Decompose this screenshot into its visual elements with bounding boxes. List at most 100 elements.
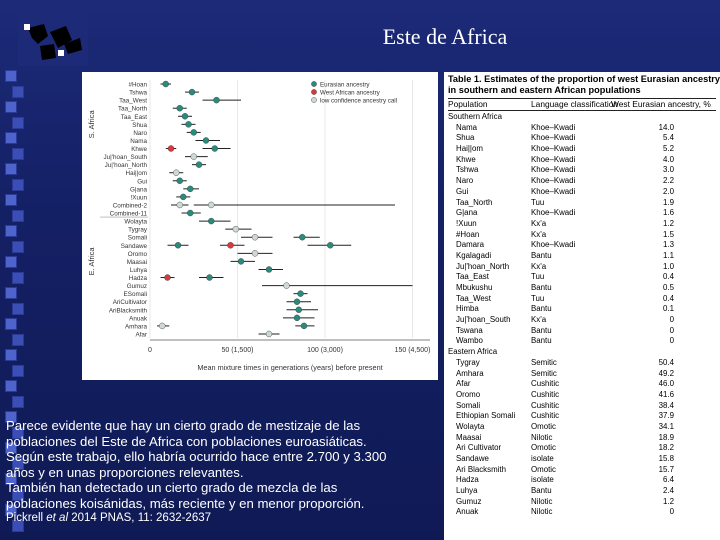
table-cell-ancestry: 3.0 (663, 165, 674, 175)
eurasian-point (327, 242, 334, 249)
slide-title: Este de Africa (382, 24, 508, 49)
table-row: Taa_North Tuu 1.9 (448, 198, 716, 209)
caption-line: poblaciones koisánidas, más reciente y e… (6, 495, 365, 511)
table-cell-language: Cushitic (531, 389, 560, 399)
decorative-square (5, 473, 17, 485)
decorative-square (12, 364, 24, 377)
table-cell-language: Bantu (531, 283, 552, 292)
low-confidence-point (176, 201, 183, 209)
table-group-label: Southern Africa (448, 112, 502, 121)
table-cell-language: Khoe–Kwadi (531, 154, 576, 164)
decorative-square (12, 240, 24, 253)
table-cell-language: Semitic (531, 357, 557, 367)
table-cell-language: Cushitic (531, 400, 560, 410)
table-row: Tshwa Khoe–Kwadi 3.0 (448, 165, 716, 176)
table-row: #Hoan Kx'a 1.5 (448, 230, 716, 241)
table-row: Ari Cultivator Omotic 18.2 (448, 443, 716, 454)
population-label: Gumuz (127, 283, 147, 290)
column-header-language: Language classification (531, 99, 619, 109)
table-row: Hadza isolate 6.4 (448, 475, 716, 486)
table-cell-ancestry: 15.8 (658, 454, 674, 463)
legend-marker (311, 97, 317, 103)
population-label: Combined-11 (110, 211, 148, 218)
decorative-square (5, 411, 17, 423)
table-cell-language: Tuu (531, 293, 545, 303)
population-label: Anuak (129, 315, 148, 322)
decorative-square (5, 194, 17, 206)
table-cell-language: Khoe–Kwadi (531, 186, 576, 196)
population-label: Somali (128, 235, 147, 242)
table-row: Anuak Nilotic 0 (448, 507, 716, 518)
table-body: Southern Africa Nama Khoe–Kwadi 14.0 Shua Kho… (448, 112, 716, 518)
decorative-square (5, 101, 17, 113)
table-row: Gui Khoe–Kwadi 2.0 (448, 187, 716, 198)
table-cell-language: Cushitic (531, 379, 560, 389)
table-cell-population: Ju|'hoan_North (456, 261, 510, 271)
table-cell-ancestry: 0.1 (663, 304, 674, 314)
caption-line: Según este trabajo, ello habría ocurrido… (6, 449, 387, 464)
table-row: Khwe Khoe–Kwadi 4.0 (448, 155, 716, 166)
table-cell-language: Bantu (531, 304, 552, 314)
table-cell-population: Taa_East (456, 272, 489, 282)
population-label: Combined-2 (113, 202, 148, 209)
eurasian-point (187, 185, 194, 193)
table-cell-language: Khoe–Kwadi (531, 144, 576, 154)
legend-marker (311, 81, 317, 87)
low-confidence-point (159, 322, 166, 330)
low-confidence-point (251, 234, 259, 241)
table-cell-ancestry: 1.9 (663, 197, 674, 207)
table-cell-ancestry: 18.2 (658, 443, 674, 453)
west-african-point (227, 242, 234, 249)
population-label: G|ana (130, 186, 148, 193)
decorative-square (12, 209, 24, 222)
x-tick-label: 100 (3,000) (307, 347, 343, 354)
table-cell-population: Afar (456, 379, 471, 389)
table-cell-language: Kx'a (531, 315, 547, 325)
table-cell-population: Oromo (456, 389, 481, 399)
table-cell-population: Tygray (456, 357, 480, 367)
table-cell-ancestry: 2.4 (663, 486, 674, 496)
legend-label: Eurasian ancestry (320, 81, 370, 88)
eurasian-point (293, 314, 301, 322)
decorative-square (12, 457, 24, 470)
decorative-square (5, 225, 17, 237)
table-cell-language: isolate (531, 475, 554, 485)
population-label: Shua (132, 122, 147, 129)
decorative-square (5, 349, 17, 361)
table-group-label: Eastern Africa (448, 347, 498, 357)
table-cell-ancestry: 0 (669, 315, 674, 325)
table-row: Himba Bantu 0.1 (448, 304, 716, 315)
table-row: Tswana Bantu 0 (448, 326, 716, 337)
table-cell-population: Himba (456, 304, 479, 314)
citation-italic: et al (46, 512, 69, 524)
table-row: Naro Khoe–Kwadi 2.2 (448, 176, 716, 187)
caption-line: Parece evidente que hay un cierto grado … (6, 418, 361, 433)
decorative-square (12, 426, 24, 439)
table-cell-language: isolate (531, 454, 554, 463)
low-confidence-point (251, 250, 259, 257)
table-cell-ancestry: 4.0 (663, 154, 674, 164)
decorative-square (12, 271, 24, 284)
eurasian-point (206, 274, 213, 281)
table-cell-language: Bantu (531, 325, 552, 335)
population-label: Wolayta (124, 219, 147, 226)
eurasian-point (295, 306, 302, 313)
population-label: AriBlacksmith (109, 307, 148, 314)
caption-line: poblaciones del Este de Africa con pobla… (6, 433, 367, 449)
eurasian-point (187, 209, 194, 217)
decorative-square (12, 116, 24, 129)
table-cell-population: Mbukushu (456, 283, 493, 292)
decorative-squares (0, 70, 24, 540)
admixture-chart-panel: #Hoan Tshwa Taa_West Taa_North Taa_East Shua N… (82, 72, 438, 380)
decorative-square (12, 147, 24, 160)
table-cell-language: Kx'a (531, 218, 547, 228)
legend-label: West African ancestry (320, 89, 381, 96)
decorative-square (12, 302, 24, 315)
table-cell-ancestry: 2.0 (663, 186, 674, 196)
low-confidence-point (283, 282, 290, 289)
table-cell-ancestry: 18.9 (658, 432, 674, 442)
decorative-square (5, 256, 17, 268)
table-cell-population: Ari Cultivator (456, 443, 502, 453)
eurasian-point (213, 96, 220, 104)
x-axis-label: Mean mixture times in generations (years… (197, 363, 382, 372)
